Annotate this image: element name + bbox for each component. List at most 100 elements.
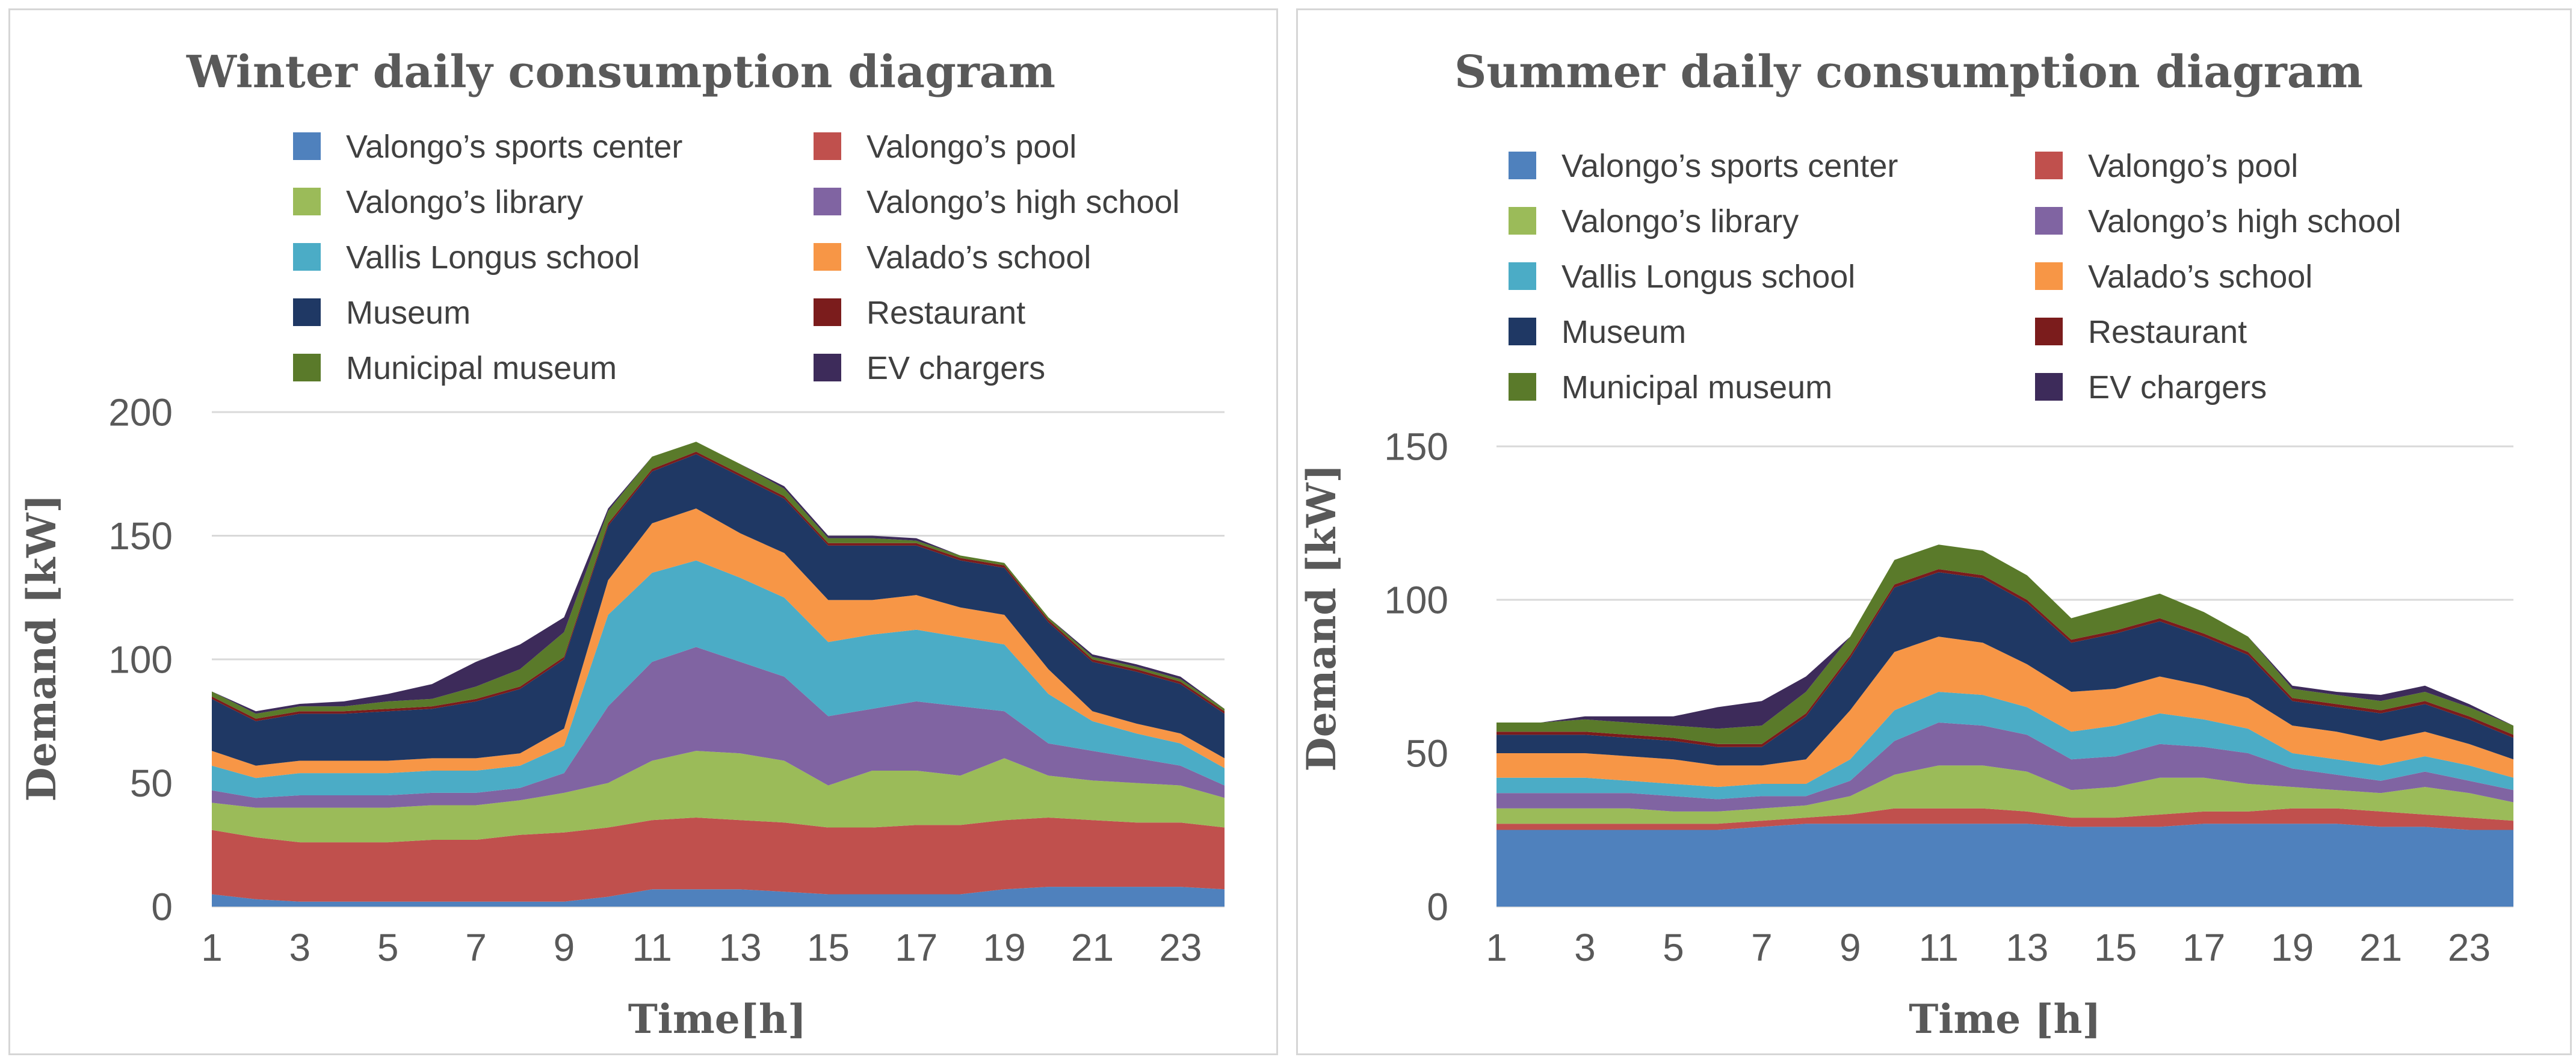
legend-label: Valongo’s pool: [2088, 148, 2298, 184]
winter-x-axis-title: Time[h]: [628, 996, 806, 1043]
area-valongos-library: [1496, 765, 2513, 824]
legend-label: Vallis Longus school: [346, 239, 640, 276]
legend-swatch: [293, 354, 321, 381]
summer-y-axis-title: Demand [kW]: [1298, 464, 1345, 771]
x-tick-label: 15: [807, 926, 850, 969]
legend-swatch: [2035, 262, 2063, 290]
legend-item-valados-school: Valado’s school: [814, 239, 1091, 276]
legend-label: Valado’s school: [2088, 259, 2312, 295]
winter-chart-title: Winter daily consumption diagram: [186, 46, 1055, 98]
area-vallis-longus-school: [212, 560, 1225, 798]
legend-swatch: [814, 132, 841, 160]
legend-item-valongos-high-school: Valongo’s high school: [2035, 203, 2401, 239]
legend-item-valongos-sports-center: Valongo’s sports center: [293, 129, 682, 165]
legend-item-restaurant: Restaurant: [814, 295, 1025, 331]
x-tick-label: 13: [2006, 926, 2048, 969]
area-valados-school: [1496, 636, 2513, 787]
legend-swatch: [814, 188, 841, 215]
legend-item-valongos-high-school: Valongo’s high school: [814, 184, 1179, 220]
legend-item-valados-school: Valado’s school: [2035, 259, 2312, 295]
area-valados-school: [212, 508, 1225, 778]
legend-item-vallis-longus-school: Vallis Longus school: [293, 239, 640, 276]
legend-swatch: [1509, 373, 1536, 401]
legend-swatch: [814, 243, 841, 271]
legend-item-museum: Museum: [293, 295, 471, 331]
y-tick-label: 50: [1406, 732, 1448, 775]
area-valongos-high-school: [1496, 723, 2513, 812]
legend-label: Restaurant: [2088, 314, 2247, 350]
x-tick-label: 15: [2094, 926, 2137, 969]
legend-label: Municipal museum: [1561, 369, 1832, 405]
area-valongos-sports-center: [212, 887, 1225, 907]
legend-label: Vallis Longus school: [1561, 259, 1855, 295]
legend-swatch: [1509, 318, 1536, 345]
x-tick-label: 23: [2448, 926, 2491, 969]
x-tick-label: 5: [1663, 926, 1684, 969]
x-tick-label: 13: [718, 926, 761, 969]
x-tick-label: 19: [983, 926, 1026, 969]
legend-item-valongos-library: Valongo’s library: [1509, 203, 1799, 239]
legend-item-valongos-library: Valongo’s library: [293, 184, 583, 220]
summer-chart-panel: Summer daily consumption diagram 0 50 100 15…: [1296, 8, 2572, 1055]
legend-item-valongos-pool: Valongo’s pool: [814, 129, 1076, 165]
legend-label: Valongo’s library: [1561, 203, 1799, 239]
legend-swatch: [814, 354, 841, 381]
x-tick-label: 17: [895, 926, 937, 969]
x-tick-label: 1: [201, 926, 223, 969]
legend-label: EV chargers: [2088, 369, 2267, 405]
legend-swatch: [814, 298, 841, 326]
area-museum: [1496, 572, 2513, 766]
legend-item-ev-chargers: EV chargers: [814, 350, 1045, 386]
y-tick-label: 50: [130, 762, 173, 805]
legend-label: Valongo’s sports center: [346, 129, 682, 165]
x-tick-label: 3: [289, 926, 311, 969]
legend-swatch: [2035, 373, 2063, 401]
legend-item-ev-chargers: EV chargers: [2035, 369, 2267, 405]
x-tick-label: 17: [2182, 926, 2225, 969]
legend-item-restaurant: Restaurant: [2035, 314, 2247, 350]
legend-swatch: [1509, 152, 1536, 179]
legend-swatch: [1509, 207, 1536, 235]
area-valongos-high-school: [212, 647, 1225, 808]
legend-item-valongos-pool: Valongo’s pool: [2035, 148, 2298, 184]
legend-item-museum: Museum: [1509, 314, 1686, 350]
y-tick-label: 200: [108, 390, 173, 434]
area-museum: [212, 454, 1225, 766]
area-valongos-pool: [1496, 808, 2513, 830]
legend-item-valongos-sports-center: Valongo’s sports center: [1509, 148, 1898, 184]
legend-label: Valongo’s sports center: [1561, 148, 1898, 184]
winter-chart-panel: Winter daily consumption diagram 0 50 100 15…: [8, 8, 1278, 1055]
x-tick-label: 11: [632, 926, 672, 969]
legend-label: Museum: [346, 295, 471, 331]
summer-chart: Summer daily consumption diagram05010015…: [1298, 46, 2513, 1043]
legend-swatch: [293, 132, 321, 160]
x-tick-label: 5: [377, 926, 399, 969]
x-tick-label: 9: [1839, 926, 1861, 969]
legend-swatch: [2035, 207, 2063, 235]
x-tick-label: 11: [1919, 926, 1959, 969]
legend-label: Valongo’s library: [346, 184, 583, 220]
x-tick-label: 1: [1486, 926, 1507, 969]
legend-label: Municipal museum: [346, 350, 617, 386]
x-tick-label: 19: [2271, 926, 2314, 969]
area-municipal-museum: [1496, 544, 2513, 744]
x-tick-label: 7: [1751, 926, 1773, 969]
legend-swatch: [293, 243, 321, 271]
winter-chart: Winter daily consumption diagram05010015…: [18, 46, 1225, 1043]
legend-item-municipal-museum: Municipal museum: [293, 350, 617, 386]
legend-label: Valongo’s high school: [2088, 203, 2401, 239]
x-tick-label: 9: [554, 926, 575, 969]
x-tick-label: 3: [1574, 926, 1596, 969]
legend-label: Restaurant: [866, 295, 1025, 331]
legend-swatch: [293, 298, 321, 326]
legend-swatch: [2035, 152, 2063, 179]
y-tick-label: 0: [1427, 885, 1448, 928]
legend-label: Valongo’s pool: [866, 129, 1076, 165]
legend-label: Valado’s school: [866, 239, 1091, 276]
legend-item-vallis-longus-school: Vallis Longus school: [1509, 259, 1855, 295]
legend-label: Valongo’s high school: [866, 184, 1179, 220]
legend-label: EV chargers: [866, 350, 1045, 386]
x-tick-label: 21: [1071, 926, 1114, 969]
summer-x-axis-title: Time [h]: [1909, 996, 2101, 1043]
winter-y-axis-title: Demand [kW]: [18, 494, 65, 801]
